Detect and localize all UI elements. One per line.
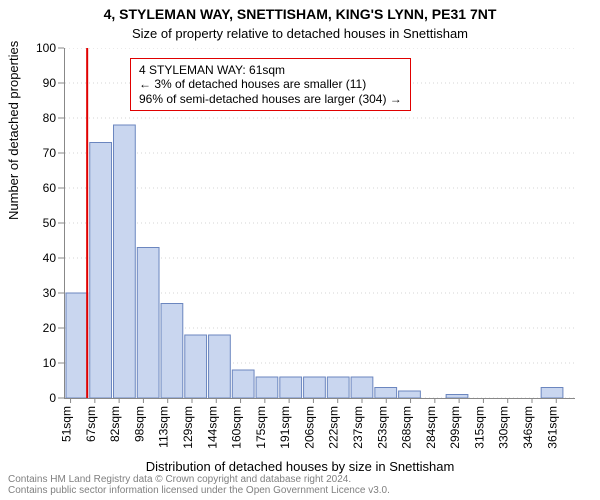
svg-text:361sqm: 361sqm [545, 406, 559, 449]
x-ticks: 51sqm 67sqm 82sqm 98sqm 113sqm 129sqm 144sqm 16… [0, 398, 600, 458]
svg-text:129sqm: 129sqm [181, 406, 195, 449]
svg-text:222sqm: 222sqm [327, 406, 341, 449]
svg-text:98sqm: 98sqm [132, 406, 146, 442]
svg-text:70: 70 [43, 146, 57, 160]
svg-text:346sqm: 346sqm [521, 406, 535, 449]
svg-text:10: 10 [43, 356, 57, 370]
svg-text:60: 60 [43, 181, 57, 195]
svg-text:268sqm: 268sqm [400, 406, 414, 449]
chart-title: 4, STYLEMAN WAY, SNETTISHAM, KING'S LYNN… [0, 6, 600, 22]
annotation-line3: 96% of semi-detached houses are larger (… [139, 92, 402, 106]
svg-text:144sqm: 144sqm [205, 406, 219, 449]
svg-text:330sqm: 330sqm [497, 406, 511, 449]
footer-line2: Contains public sector information licen… [8, 485, 390, 496]
footer: Contains HM Land Registry data © Crown c… [8, 474, 390, 496]
svg-text:20: 20 [43, 321, 57, 335]
svg-text:80: 80 [43, 111, 57, 125]
annotation-box: 4 STYLEMAN WAY: 61sqm ← 3% of detached h… [130, 58, 411, 111]
svg-text:237sqm: 237sqm [351, 406, 365, 449]
svg-text:90: 90 [43, 76, 57, 90]
svg-text:51sqm: 51sqm [60, 406, 74, 442]
y-ticks: 0102030405060708090100 [0, 38, 64, 408]
svg-text:175sqm: 175sqm [254, 406, 268, 449]
svg-text:299sqm: 299sqm [448, 406, 462, 449]
svg-text:67sqm: 67sqm [84, 406, 98, 442]
svg-text:253sqm: 253sqm [375, 406, 389, 449]
svg-text:30: 30 [43, 286, 57, 300]
svg-text:206sqm: 206sqm [302, 406, 316, 449]
svg-text:113sqm: 113sqm [157, 406, 171, 448]
annotation-line2: ← 3% of detached houses are smaller (11) [139, 77, 402, 91]
svg-text:82sqm: 82sqm [108, 406, 122, 442]
svg-text:315sqm: 315sqm [472, 406, 486, 449]
svg-text:160sqm: 160sqm [230, 406, 244, 449]
chart-subtitle: Size of property relative to detached ho… [0, 26, 600, 41]
svg-text:40: 40 [43, 251, 57, 265]
annotation-line1: 4 STYLEMAN WAY: 61sqm [139, 63, 402, 77]
x-axis-label: Distribution of detached houses by size … [0, 459, 600, 474]
svg-text:100: 100 [36, 41, 56, 55]
svg-text:191sqm: 191sqm [278, 406, 292, 449]
svg-text:284sqm: 284sqm [424, 406, 438, 449]
svg-text:50: 50 [43, 216, 57, 230]
footer-line1: Contains HM Land Registry data © Crown c… [8, 474, 390, 485]
